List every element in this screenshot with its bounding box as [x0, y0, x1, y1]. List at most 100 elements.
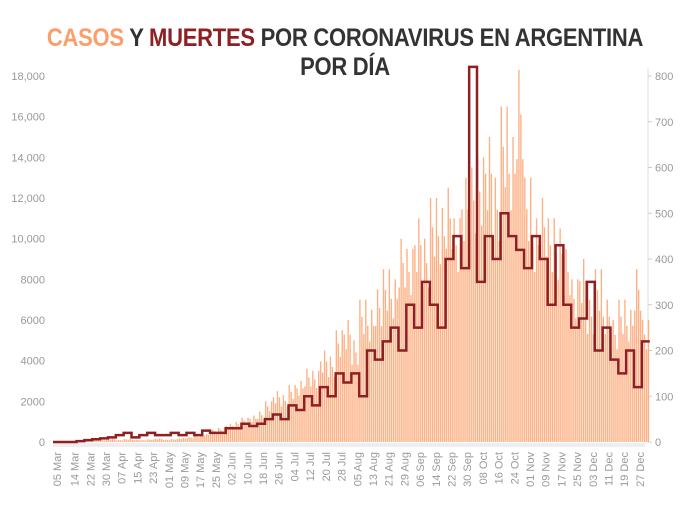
cases-bar	[210, 432, 212, 442]
cases-bar	[596, 289, 599, 442]
cases-bar	[266, 406, 269, 442]
x-tick-label: 09 Nov	[541, 452, 553, 487]
cases-bar	[94, 439, 96, 442]
cases-bar	[180, 438, 182, 442]
cases-bar	[117, 439, 120, 442]
cases-bar	[280, 406, 283, 442]
cases-bar	[113, 439, 116, 442]
y-right-tick-label: 600	[655, 163, 673, 175]
cases-bar	[221, 431, 224, 442]
cases-bar	[316, 387, 318, 442]
cases-bar	[251, 421, 253, 442]
cases-bar	[261, 415, 263, 442]
cases-bar	[227, 428, 230, 442]
cases-bar	[632, 325, 634, 442]
cases-bar	[598, 310, 601, 442]
cases-bar	[355, 352, 357, 442]
cases-bar	[433, 256, 436, 442]
cases-bar	[263, 418, 265, 442]
cases-bar	[259, 411, 261, 442]
x-tick-label: 02 Jun	[227, 452, 239, 485]
cases-bar	[369, 341, 371, 442]
cases-bar	[353, 340, 355, 442]
cases-bar	[374, 326, 377, 442]
cases-bar	[573, 298, 575, 442]
cases-bar	[555, 254, 557, 442]
cases-bar	[284, 400, 287, 442]
y-left-tick-label: 16,000	[11, 112, 45, 124]
x-tick-label: 11 Dec	[604, 452, 616, 487]
x-tick-label: 19 Dec	[619, 452, 631, 487]
y-left-tick-label: 2000	[21, 396, 45, 408]
cases-bar	[526, 209, 528, 442]
cases-bar	[174, 439, 177, 442]
x-tick-label: 18 Jun	[258, 452, 270, 485]
cases-bar	[583, 259, 585, 442]
cases-bar	[402, 263, 404, 442]
cases-bar	[500, 106, 502, 442]
cases-bar	[119, 440, 122, 442]
cases-bar	[427, 287, 430, 442]
x-tick-label: 06 Sep	[415, 452, 427, 487]
cases-bar	[337, 343, 340, 442]
cases-bar	[414, 245, 416, 442]
cases-bar	[372, 325, 375, 442]
x-tick-label: 24 Oct	[509, 452, 521, 484]
cases-bar	[553, 218, 555, 442]
x-tick-label: 16 Oct	[494, 452, 506, 484]
cases-bar	[488, 137, 491, 442]
cases-bar	[404, 287, 406, 442]
cases-bar	[565, 248, 567, 442]
cases-bar	[166, 439, 169, 442]
x-tick-label: 14 Mar	[70, 452, 82, 487]
y-right-tick-label: 100	[655, 391, 673, 403]
cases-bar	[469, 233, 471, 442]
cases-bar	[475, 233, 477, 442]
cases-bar	[549, 245, 552, 442]
cases-bar	[590, 316, 593, 442]
cases-bar	[612, 320, 614, 442]
cases-bar	[257, 418, 259, 442]
cases-bar	[206, 433, 208, 442]
cases-bar	[541, 198, 544, 442]
cases-bar	[204, 435, 206, 442]
x-tick-label: 25 Nov	[572, 452, 584, 487]
cases-bar	[626, 325, 628, 442]
cases-bar	[533, 272, 536, 442]
cases-bar	[571, 279, 573, 442]
y-right-tick-label: 200	[655, 346, 673, 358]
cases-bar	[645, 349, 648, 442]
cases-bar	[453, 218, 455, 442]
cases-bar	[465, 177, 467, 442]
x-tick-label: 01 May	[164, 452, 176, 489]
x-tick-label: 05 Mar	[52, 452, 64, 487]
cases-bar	[243, 420, 245, 442]
x-tick-label: 08 Oct	[478, 452, 490, 484]
cases-bar	[616, 349, 618, 442]
cases-bar	[217, 427, 220, 442]
cases-bar	[208, 434, 210, 442]
cases-bar	[133, 440, 135, 442]
cases-bar	[106, 439, 108, 442]
y-right-tick-label: 300	[655, 300, 673, 312]
cases-bar	[190, 437, 192, 442]
cases-bar	[149, 439, 151, 442]
cases-bar	[143, 440, 145, 442]
cases-bar	[96, 440, 98, 442]
cases-bar	[457, 272, 459, 442]
cases-bar	[347, 320, 349, 442]
cases-bar	[253, 415, 255, 442]
cases-bar	[557, 279, 559, 442]
cases-bar	[600, 269, 603, 442]
cases-bar	[547, 218, 550, 442]
cases-bar	[294, 385, 296, 442]
cases-bar	[577, 279, 579, 442]
cases-bar	[212, 429, 214, 442]
cases-bar	[202, 434, 204, 442]
cases-bar	[215, 432, 218, 442]
cases-bar	[494, 177, 497, 442]
cases-bar	[516, 159, 518, 443]
cases-bar	[581, 302, 583, 442]
cases-bar	[145, 440, 147, 442]
x-tick-label: 25 May	[211, 452, 223, 489]
